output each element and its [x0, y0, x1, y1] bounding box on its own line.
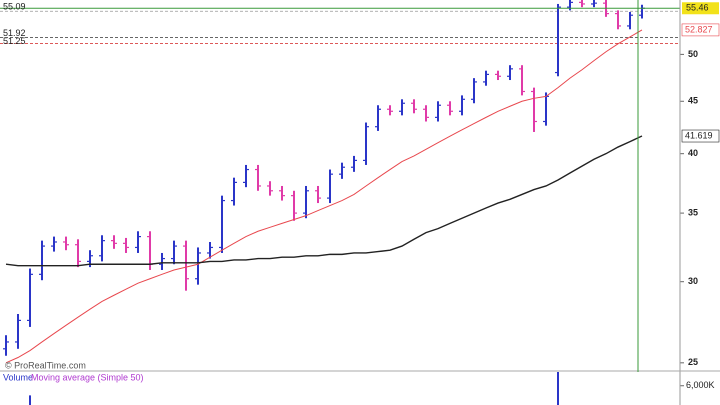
- moving-average-line: [5, 135, 643, 267]
- volume-bar: [29, 395, 31, 405]
- price-panel: [0, 0, 680, 364]
- moving-average-line: [5, 29, 643, 364]
- y-tick-label: 35: [688, 207, 698, 217]
- level-label: 51.92: [3, 28, 26, 38]
- price-label: 55.46: [686, 3, 709, 13]
- ma-value-label: 52.827: [685, 24, 713, 34]
- level-label: 55.09: [3, 2, 26, 12]
- level-label: 51.25: [3, 36, 26, 46]
- y-tick-label: 30: [688, 276, 698, 286]
- volume-ma-label: Moving average (Simple 50): [31, 372, 144, 382]
- source-credit: © ProRealTime.com: [5, 360, 86, 370]
- y-tick-label: 45: [688, 96, 698, 106]
- ma-value-box: [681, 23, 720, 37]
- volume-label: Volume: [3, 372, 33, 382]
- volume-bar: [557, 372, 559, 405]
- y-tick-label: 40: [688, 148, 698, 158]
- volume-tick-label: 6,000K: [686, 380, 715, 390]
- ma-value-label: 41.619: [685, 130, 713, 140]
- volume-panel: [29, 372, 559, 405]
- price-box: [682, 2, 719, 15]
- y-tick-label: 25: [688, 357, 698, 367]
- ma-value-box: [681, 129, 720, 143]
- y-tick-label: 50: [688, 49, 698, 59]
